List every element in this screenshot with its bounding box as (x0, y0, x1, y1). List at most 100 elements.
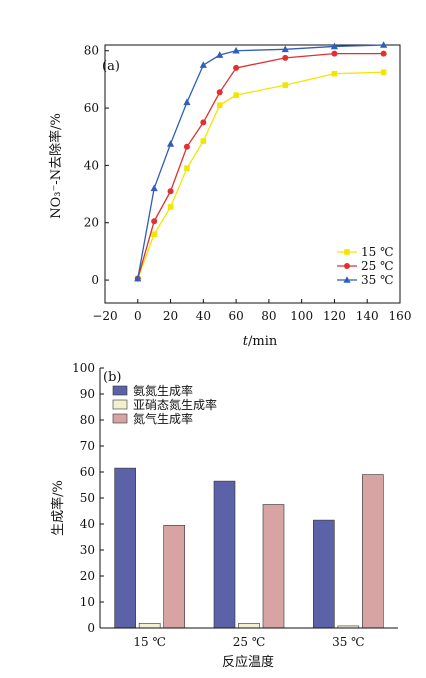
data-point-series-3 (281, 45, 289, 53)
data-point-series-1 (233, 92, 239, 98)
data-point-series-1 (216, 102, 223, 108)
x-tick-label-a: 120 (323, 309, 346, 323)
y-axis-ticks-b: 0 10 20 30 40 50 60 70 80 90 100 (72, 361, 104, 635)
x-tick-label-a: 140 (356, 309, 379, 323)
data-point-series-1 (184, 165, 190, 172)
bar-series-3 (362, 474, 384, 629)
x-axis-label-var: t (243, 334, 249, 349)
bar-series-1 (213, 480, 236, 629)
bar-chart-marks (99, 368, 398, 629)
data-point-series-2 (151, 218, 158, 225)
legend-label-a: 25 ℃ (361, 259, 394, 273)
x-axis-ticks-a: −20 0 20 40 60 80 100 120 140 160 (92, 299, 411, 323)
legend-a: 15 ℃25 ℃35 ℃ (337, 245, 394, 287)
bar-series-1 (114, 467, 136, 629)
x-tick-label-a: 80 (261, 309, 276, 323)
x-tick-label-a: 40 (196, 309, 211, 323)
y-tick-label-b: 60 (80, 465, 95, 479)
y-tick-label-b: 70 (80, 439, 95, 453)
series-line-3 (137, 44, 384, 279)
y-tick-label-b: 90 (80, 387, 95, 401)
series-line-2 (137, 52, 384, 279)
bar-series-3 (163, 524, 185, 629)
y-tick-label-b: 10 (80, 595, 95, 609)
data-point-series-3 (150, 184, 158, 192)
y-tick-label-b: 0 (87, 621, 95, 635)
line-chart-marks (104, 41, 401, 304)
y-tick-label-b: 50 (80, 491, 95, 505)
bar-series-3 (262, 504, 285, 629)
data-point-series-3 (199, 61, 207, 68)
legend-swatch-2 (112, 399, 128, 410)
x-tick-label-b: 15 ℃ (133, 635, 166, 649)
y-tick-label-b: 40 (80, 517, 95, 531)
y-tick-label-b: 100 (72, 361, 95, 375)
legend-swatch-1 (112, 385, 128, 396)
data-point-series-3 (380, 41, 388, 48)
y-tick-label-a: 20 (84, 216, 99, 230)
x-tick-label-a: 160 (389, 309, 412, 323)
data-point-series-2 (183, 143, 190, 150)
legend-marker-2 (344, 263, 350, 269)
data-point-series-1 (282, 82, 289, 88)
legend-label-a: 15 ℃ (361, 245, 394, 259)
legend-label-b: 亚硝态氮生成率 (133, 397, 217, 412)
y-axis-label-b: 生成率/% (50, 480, 66, 536)
legend-marker-3 (343, 276, 351, 283)
legend-label-b: 氨氮生成率 (133, 383, 193, 398)
x-tick-label-b: 35 ℃ (332, 635, 365, 649)
x-tick-label-b: 25 ℃ (233, 635, 266, 649)
line-chart-removal-rate: 0 20 40 60 80 −20 0 20 40 60 80 100 120 140 160 (a) N… (48, 41, 411, 349)
data-point-series-3 (134, 274, 142, 282)
x-tick-label-a: 20 (163, 309, 178, 323)
legend-label-a: 35 ℃ (361, 273, 394, 287)
data-point-series-3 (232, 46, 240, 54)
data-point-series-1 (151, 231, 157, 237)
x-tick-label-a: 60 (228, 309, 243, 323)
bar-series-1 (313, 519, 335, 629)
data-point-series-1 (380, 69, 387, 76)
series-line-1 (137, 71, 384, 279)
data-point-series-3 (216, 51, 224, 58)
data-point-series-1 (167, 204, 174, 210)
panel-label-a: (a) (102, 59, 120, 74)
x-axis-ticks-b: 15 ℃ 25 ℃ 35 ℃ (133, 635, 364, 649)
data-point-series-3 (330, 42, 339, 50)
data-point-series-2 (200, 119, 207, 126)
y-tick-label-a: 0 (91, 273, 99, 287)
x-tick-label-a: −20 (92, 309, 117, 323)
data-point-series-2 (331, 50, 338, 57)
data-point-series-3 (183, 98, 191, 106)
data-point-series-1 (331, 70, 338, 77)
y-tick-label-b: 30 (80, 543, 95, 557)
data-point-series-1 (200, 138, 207, 144)
x-axis-label-a: t/min (243, 334, 278, 349)
legend-marker-1 (344, 249, 350, 255)
x-tick-label-a: 100 (290, 309, 313, 323)
data-point-series-2 (233, 64, 240, 71)
x-axis-label-unit: /min (248, 334, 278, 349)
data-point-series-2 (380, 50, 387, 57)
data-point-series-2 (167, 188, 174, 195)
y-axis-label-a: NO₃⁻-N去除率/% (48, 113, 64, 219)
y-tick-label-a: 60 (84, 101, 99, 115)
y-tick-label-a: 80 (84, 44, 99, 58)
data-point-series-2 (216, 89, 223, 96)
legend-swatch-3 (112, 413, 128, 424)
x-axis-label-b: 反应温度 (222, 654, 274, 670)
bar-series-2 (238, 623, 260, 629)
x-tick-label-a: 0 (134, 309, 142, 323)
legend-label-b: 氮气生成率 (133, 411, 193, 426)
plot-frame-a (104, 44, 401, 304)
data-point-series-2 (282, 54, 289, 61)
data-point-series-3 (166, 140, 175, 147)
y-axis-ticks-a: 0 20 40 60 80 (84, 44, 109, 287)
panel-label-b: (b) (103, 370, 121, 385)
y-tick-label-b: 80 (80, 413, 95, 427)
bar-series-2 (138, 623, 161, 629)
y-tick-label-a: 40 (84, 158, 99, 172)
y-tick-label-b: 20 (80, 569, 95, 583)
